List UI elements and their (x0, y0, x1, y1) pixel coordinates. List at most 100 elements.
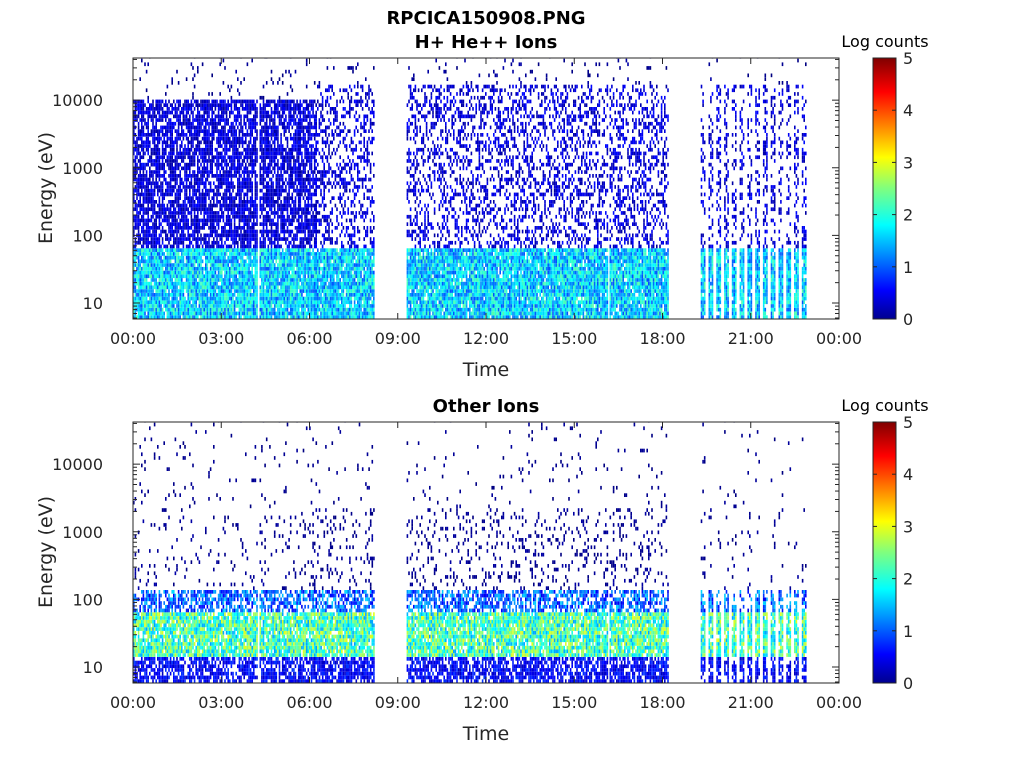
spectrogram-cell (198, 196, 201, 200)
spectrogram-cell (198, 218, 201, 223)
spectrogram-cell (181, 166, 183, 171)
spectrogram-cell (243, 147, 245, 152)
spectrogram-cell (270, 237, 273, 241)
spectrogram-cell (142, 155, 145, 160)
spectrogram-cell (241, 207, 244, 212)
spectrogram-cell (264, 207, 266, 212)
spectrogram-cell (217, 110, 220, 115)
spectrogram-cell (288, 222, 290, 226)
spectrogram-cell (161, 211, 164, 215)
spectrogram-cell (283, 226, 286, 230)
spectrogram-cell (249, 255, 252, 260)
spectrogram-cell (152, 196, 154, 200)
spectrogram-cell (216, 293, 218, 297)
spectrogram-cell (240, 274, 242, 279)
spectrogram-cell (153, 185, 156, 189)
spectrogram-cell (153, 311, 156, 316)
spectrogram-cell (200, 177, 202, 182)
spectrogram-cell (256, 214, 258, 219)
spectrogram-cell (214, 155, 217, 160)
spectrogram-cell (248, 207, 250, 212)
spectrogram-cell (171, 218, 173, 223)
spectrogram-cell (291, 166, 294, 171)
spectrogram-cell (224, 136, 226, 141)
spectrogram-cell (225, 307, 228, 312)
spectrogram-cell (294, 285, 297, 290)
spectrogram-cell (173, 121, 175, 126)
spectrogram-cell (176, 307, 178, 312)
spectrogram-cell (233, 289, 236, 293)
spectrogram-cell (184, 270, 186, 275)
spectrogram-cell (198, 304, 201, 308)
spectrogram-cell (273, 129, 276, 133)
spectrogram-cell (166, 114, 169, 119)
spectrogram-cell (152, 151, 154, 156)
spectrogram-cell (230, 110, 233, 115)
spectrogram-cell (221, 307, 223, 312)
spectrogram-cell (248, 133, 250, 137)
spectrogram-cell (169, 207, 172, 212)
spectrogram-cell (240, 300, 242, 305)
spectrogram-cell (195, 103, 197, 107)
spectrogram-cell (259, 147, 262, 152)
spectrogram-cell (160, 307, 162, 312)
spectrogram-cell (219, 121, 221, 126)
spectrogram-cell (291, 266, 294, 271)
spectrogram-cell (256, 289, 258, 293)
spectrogram-cell (246, 170, 249, 174)
spectrogram-cell (281, 289, 284, 293)
spectrogram-cell (217, 200, 220, 204)
spectrogram-cell (227, 248, 229, 252)
spectrogram-cell (285, 240, 287, 245)
spectrogram-cell (214, 289, 217, 293)
spectrogram-cell (216, 140, 218, 145)
spectrogram-cell (163, 211, 165, 215)
spectrogram-cell (217, 226, 220, 230)
spectrogram-cell (243, 285, 245, 290)
spectrogram-cell (219, 248, 221, 252)
spectrogram-cell (272, 81, 274, 85)
spectrogram-cell (265, 211, 268, 215)
spectrogram-cell (193, 177, 196, 182)
spectrogram-cell (219, 214, 221, 219)
spectrogram-cell (161, 278, 164, 282)
spectrogram-cell (259, 121, 262, 126)
spectrogram-cell (261, 259, 263, 264)
spectrogram-cell (291, 281, 294, 286)
spectrogram-cell (190, 99, 193, 104)
spectrogram-cell (249, 211, 252, 215)
spectrogram-cell (190, 144, 193, 148)
spectrogram-cell (289, 107, 292, 111)
spectrogram-cell (206, 103, 209, 107)
spectrogram-cell (216, 307, 218, 312)
spectrogram-cell (189, 162, 191, 167)
spectrogram-cell (278, 144, 281, 148)
spectrogram-cell (142, 196, 145, 200)
spectrogram-cell (177, 129, 180, 133)
spectrogram-cell (217, 266, 220, 271)
spectrogram-cell (155, 114, 157, 119)
spectrogram-cell (281, 293, 284, 297)
spectrogram-cell (203, 296, 205, 301)
spectrogram-cell (166, 103, 169, 107)
spectrogram-cell (189, 121, 191, 126)
spectrogram-cell (256, 188, 258, 193)
spectrogram-cell (171, 129, 173, 133)
spectrogram-cell (245, 192, 247, 197)
spectrogram-cell (168, 229, 170, 234)
spectrogram-cell (176, 188, 178, 193)
spectrogram-cell (165, 237, 167, 241)
spectrogram-cell (233, 259, 236, 264)
spectrogram-cell (203, 200, 205, 204)
spectrogram-cell (206, 151, 209, 156)
spectrogram-cell (281, 166, 284, 171)
spectrogram-cell (254, 278, 257, 282)
spectrogram-cell (246, 144, 249, 148)
spectrogram-cell (145, 140, 148, 145)
spectrogram-cell (155, 300, 157, 305)
spectrogram-cell (137, 218, 140, 223)
spectrogram-cell (163, 285, 165, 290)
spectrogram-cell (240, 255, 242, 260)
spectrogram-cell (168, 207, 170, 212)
spectrogram-cell (280, 300, 282, 305)
